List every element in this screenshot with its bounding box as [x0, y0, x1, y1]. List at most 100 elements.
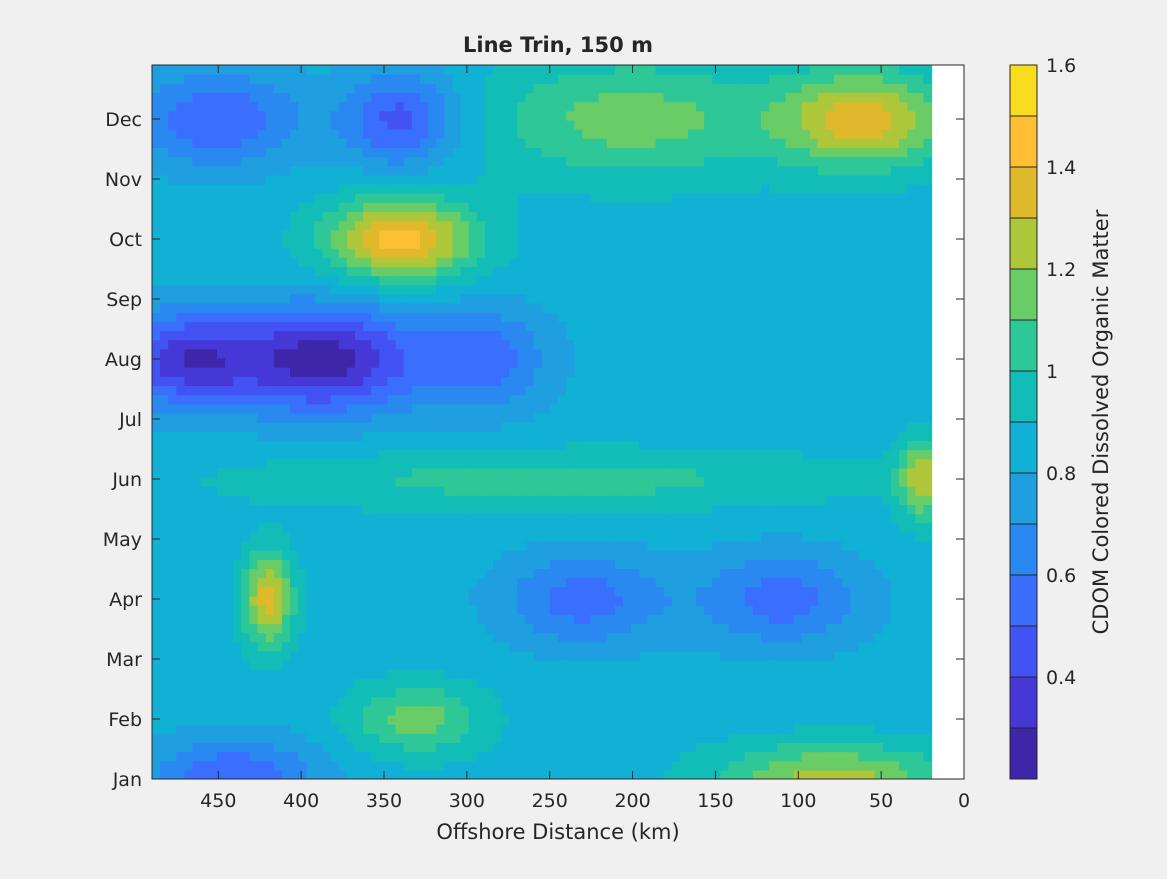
contour-cell — [411, 394, 421, 405]
contour-cell — [639, 129, 648, 139]
contour-cell — [387, 568, 397, 579]
contour-cell — [468, 623, 478, 634]
contour-cell — [525, 495, 535, 505]
contour-cell — [582, 92, 592, 103]
contour-cell — [395, 705, 405, 716]
contour-cell — [639, 376, 648, 386]
contour-cell — [533, 229, 543, 240]
contour-cell — [549, 586, 559, 597]
contour-cell — [501, 705, 510, 716]
contour-cell — [346, 568, 356, 579]
contour-cell — [322, 312, 332, 322]
contour-cell — [281, 293, 291, 304]
contour-cell — [290, 742, 299, 753]
contour-cell — [476, 202, 486, 213]
contour-cell — [468, 660, 478, 670]
contour-cell — [436, 660, 445, 670]
contour-cell — [428, 412, 437, 423]
contour-cell — [314, 385, 324, 396]
contour-cell — [281, 248, 291, 258]
contour-cell — [200, 632, 210, 643]
contour-cell — [371, 733, 380, 743]
contour-cell — [387, 641, 397, 652]
contour-cell — [192, 623, 202, 634]
contour-cell — [533, 467, 543, 478]
contour-cell — [566, 248, 575, 258]
contour-cell — [428, 376, 437, 386]
contour-cell — [225, 705, 234, 716]
contour-cell — [225, 568, 234, 579]
contour-cell — [525, 229, 535, 240]
contour-cell — [622, 531, 632, 542]
contour-cell — [639, 476, 648, 487]
contour-cell — [257, 577, 267, 588]
contour-cell — [387, 440, 397, 451]
contour-cell — [225, 504, 234, 515]
contour-cell — [338, 504, 348, 515]
contour-cell — [655, 101, 665, 112]
contour-cell — [655, 733, 665, 743]
contour-cell — [322, 476, 332, 487]
contour-cell — [517, 65, 527, 75]
contour-cell — [330, 531, 340, 542]
contour-cell — [298, 412, 307, 423]
contour-cell — [566, 650, 575, 661]
contour-cell — [314, 769, 324, 779]
contour-cell — [631, 559, 640, 570]
contour-cell — [265, 422, 275, 432]
contour-cell — [265, 403, 275, 414]
contour-cell — [639, 83, 648, 94]
contour-cell — [468, 238, 478, 249]
contour-cell — [493, 742, 502, 753]
contour-cell — [257, 257, 267, 267]
contour-cell — [476, 92, 486, 103]
contour-cell — [395, 357, 405, 368]
contour-cell — [387, 559, 397, 570]
contour-cell — [225, 476, 234, 487]
contour-cell — [517, 248, 527, 258]
contour-cell — [655, 687, 665, 698]
contour-cell — [590, 660, 600, 670]
contour-cell — [176, 742, 186, 753]
contour-cell — [363, 156, 372, 167]
contour-cell — [525, 138, 535, 148]
contour-cell — [184, 257, 194, 267]
contour-cell — [533, 412, 543, 423]
contour-cell — [314, 714, 324, 725]
contour-cell — [493, 220, 502, 231]
contour-cell — [574, 742, 583, 753]
contour-cell — [598, 238, 608, 249]
contour-cell — [216, 422, 226, 432]
contour-cell — [639, 65, 648, 75]
contour-cell — [533, 449, 543, 460]
contour-cell — [533, 669, 543, 679]
contour-cell — [533, 541, 543, 551]
contour-cell — [533, 156, 543, 167]
contour-cell — [655, 724, 665, 734]
contour-cell — [346, 650, 356, 661]
contour-cell — [233, 257, 242, 267]
contour-cell — [655, 138, 665, 148]
contour-cell — [330, 412, 340, 423]
contour-cell — [160, 293, 169, 304]
contour-cell — [387, 101, 397, 112]
contour-cell — [290, 275, 299, 286]
contour-cell — [241, 632, 251, 643]
contour-cell — [411, 595, 421, 606]
contour-cell — [444, 275, 454, 286]
contour-cell — [176, 568, 186, 579]
contour-cell — [631, 284, 640, 295]
contour-cell — [290, 577, 299, 588]
contour-cell — [614, 229, 624, 240]
contour-cell — [216, 458, 226, 469]
contour-cell — [622, 174, 632, 185]
contour-cell — [598, 101, 608, 112]
contour-cell — [549, 348, 559, 359]
contour-cell — [525, 678, 535, 689]
contour-cell — [257, 422, 267, 432]
contour-cell — [176, 129, 186, 139]
contour-cell — [631, 211, 640, 222]
contour-cell — [184, 367, 194, 377]
contour-cell — [241, 138, 251, 148]
contour-cell — [192, 458, 202, 469]
